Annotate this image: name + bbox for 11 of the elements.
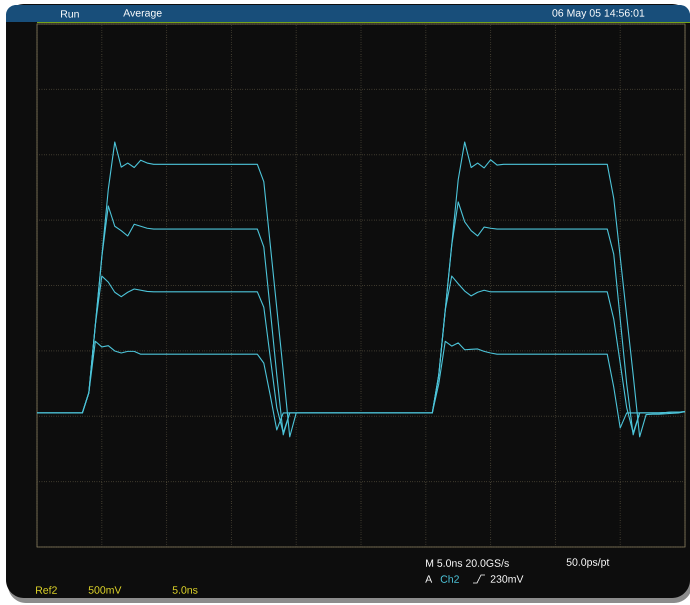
text: 230mV [490,575,524,583]
text: Average [123,9,162,19]
text: 5.0ns [172,586,198,594]
text: A [425,575,432,583]
text: M 5.0ns 20.0GS/s [426,559,509,567]
text: Run [61,10,79,18]
text: Ch2 [440,575,459,583]
text: 50.0ps/pt [566,558,610,568]
text: 500mV [88,586,122,594]
text: Ref2 [36,586,57,594]
text: 06 May 05 14:56:01 [552,9,644,19]
